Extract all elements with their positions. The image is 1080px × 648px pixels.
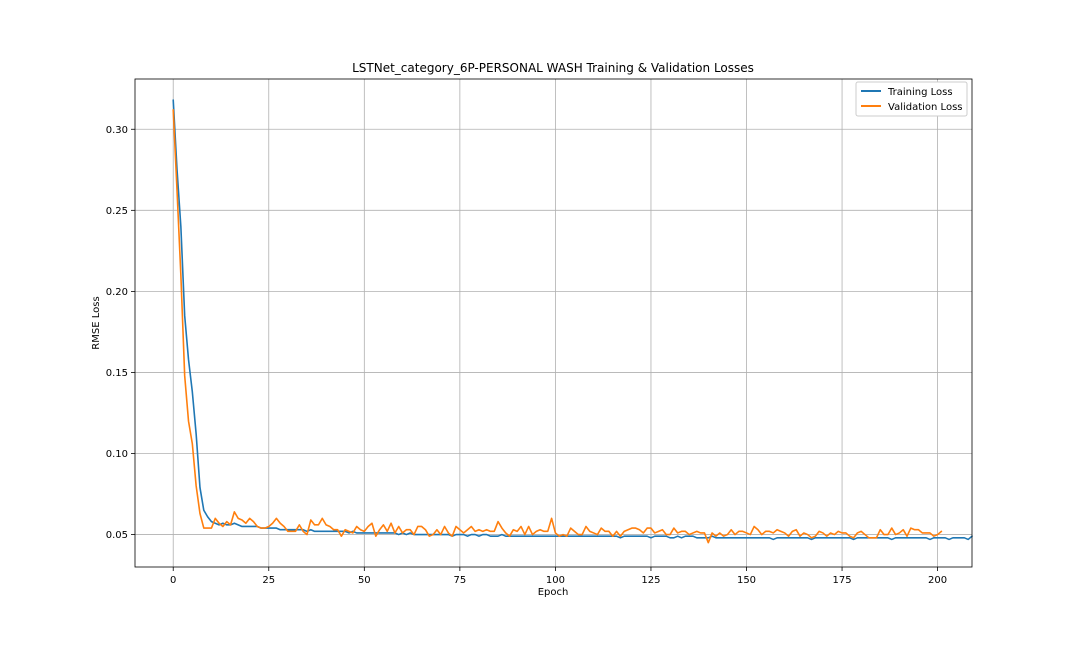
training-loss-line: [172, 99, 973, 541]
legend-label-training: Training Loss: [887, 87, 953, 98]
y-tick-label: 0.25: [106, 206, 128, 217]
y-tick-label: 0.10: [106, 449, 128, 460]
x-axis-ticks: 0 25 50 75 100 125 150 175 200: [170, 567, 947, 586]
x-tick-label: 175: [833, 575, 852, 586]
legend-box: [855, 81, 968, 117]
x-axis-label: Epoch: [538, 587, 569, 598]
validation-loss-line: [172, 109, 943, 544]
x-tick-label: 100: [546, 575, 565, 586]
y-tick-label: 0.15: [106, 368, 128, 379]
x-tick-label: 0: [170, 575, 176, 586]
plot-frame: [134, 78, 973, 568]
series-layer: [172, 99, 973, 544]
x-tick-label: 150: [737, 575, 756, 586]
y-tick-label: 0.30: [106, 125, 128, 136]
x-tick-label: 125: [641, 575, 660, 586]
x-tick-label: 75: [453, 575, 466, 586]
x-tick-label: 50: [358, 575, 371, 586]
chart-title: LSTNet_category_6P-PERSONAL WASH Trainin…: [352, 61, 754, 75]
y-tick-label: 0.20: [106, 287, 128, 298]
y-axis-ticks: 0.05 0.10 0.15 0.20 0.25 0.30: [106, 125, 135, 541]
x-tick-label: 25: [262, 575, 275, 586]
y-axis-label: RMSE Loss: [91, 296, 102, 349]
legend: Training Loss Validation Loss: [855, 81, 968, 117]
y-tick-label: 0.05: [106, 530, 128, 541]
x-tick-label: 200: [928, 575, 947, 586]
legend-label-validation: Validation Loss: [888, 102, 963, 113]
